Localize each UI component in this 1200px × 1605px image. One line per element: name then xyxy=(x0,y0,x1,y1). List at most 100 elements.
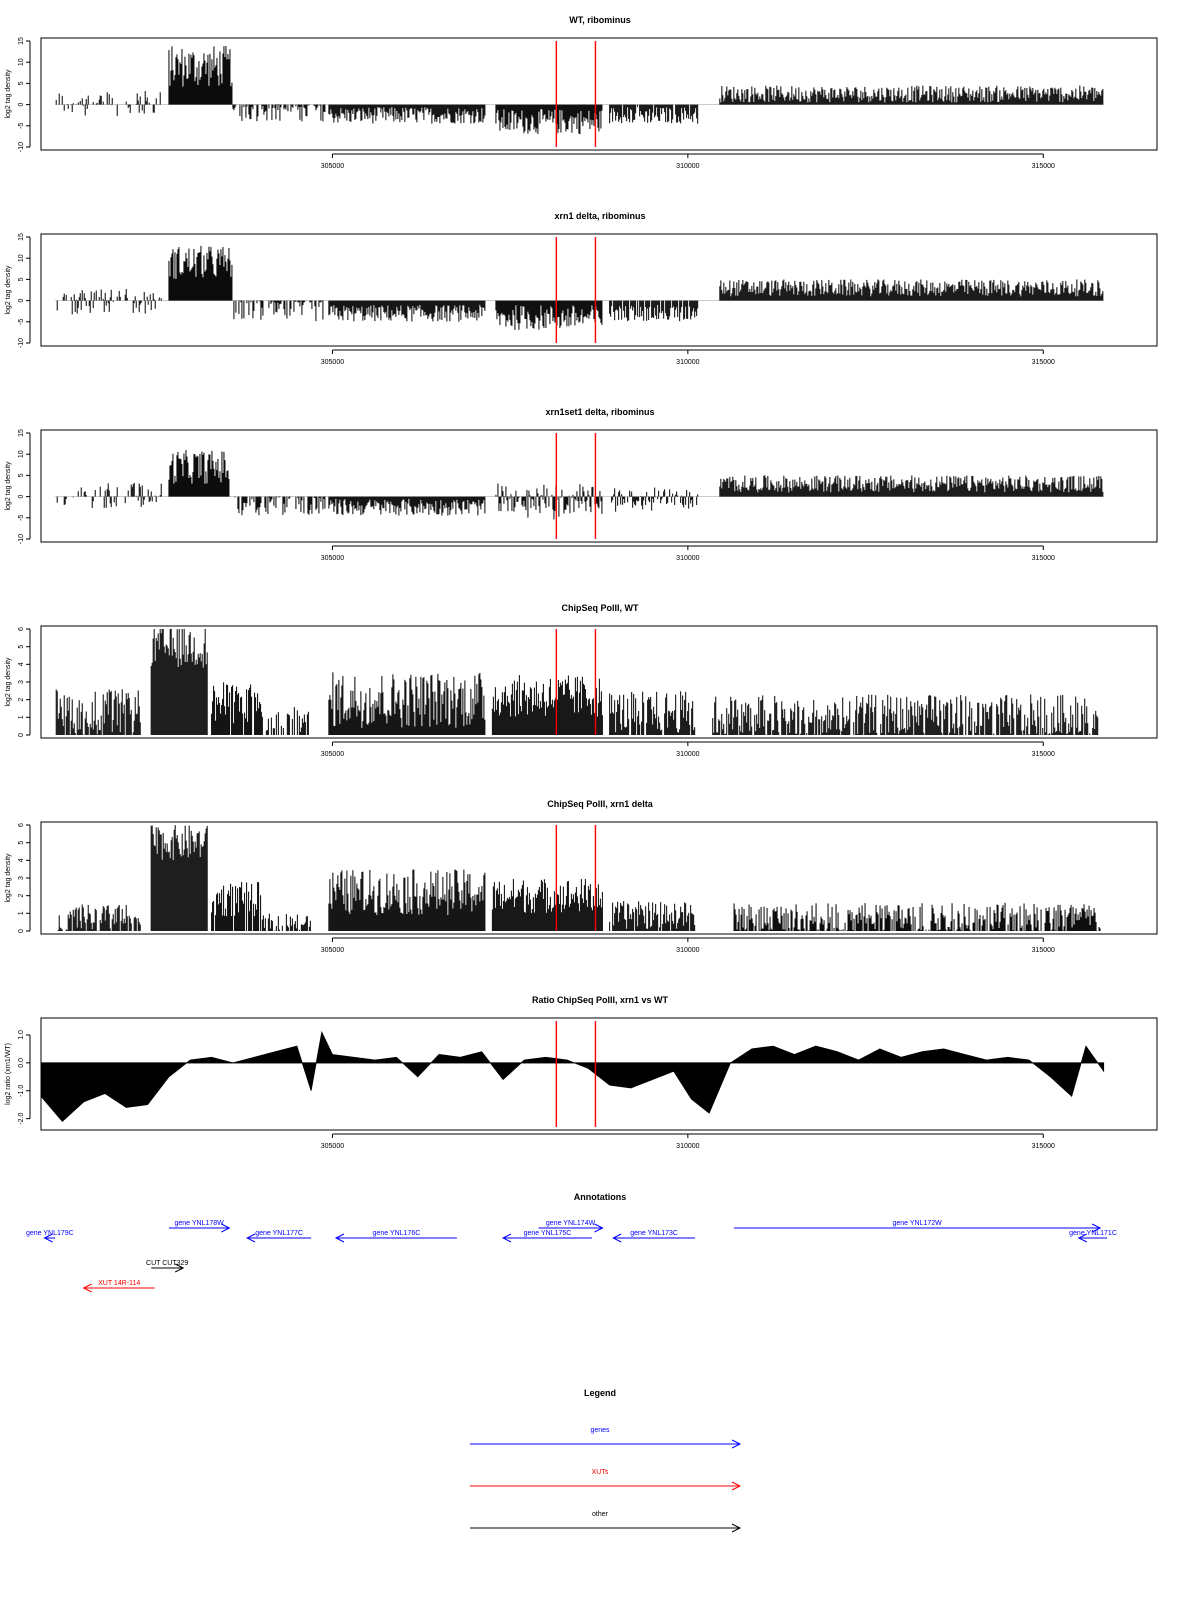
chart-panel-5: ChipSeq PolII, xrn1 delta 0 1 2 3 4 5 6 log2 tag… xyxy=(5,799,1158,954)
plot-frame xyxy=(40,233,1158,347)
chart-title: xrn1set1 delta, ribominus xyxy=(545,407,654,417)
y-tick-label: 5 xyxy=(18,841,25,845)
x-tick-label: 305000 xyxy=(321,555,344,562)
annotation-feature: gene YNL171C xyxy=(1069,1230,1117,1243)
y-tick-label: 15 xyxy=(18,429,25,437)
y-tick-label: 0 xyxy=(18,299,25,303)
y-tick-label: 1.0 xyxy=(18,1030,25,1040)
y-tick-label: -2.0 xyxy=(18,1112,25,1124)
x-tick-label: 315000 xyxy=(1032,947,1055,954)
annotation-feature: gene YNL177C xyxy=(246,1230,312,1243)
y-tick-label: -10 xyxy=(18,338,25,348)
x-tick-label: 310000 xyxy=(676,1143,699,1150)
x-tick-label: 315000 xyxy=(1032,1143,1055,1150)
y-tick-label: 1 xyxy=(18,715,25,719)
plot-frame xyxy=(40,821,1158,935)
y-tick-label: 0 xyxy=(18,103,25,107)
feature-label: gene YNL172W xyxy=(892,1220,942,1227)
y-tick-label: 15 xyxy=(18,37,25,45)
y-axis: 0 1 2 3 4 5 6 log2 tag density xyxy=(5,627,31,737)
feature-label: gene YNL179C xyxy=(26,1230,74,1237)
y-axis: -10 -5 0 5 10 15 log2 tag density xyxy=(5,37,31,152)
feature-label: gene YNL177C xyxy=(255,1230,303,1237)
chart-title: Ratio ChipSeq PolII, xrn1 vs WT xyxy=(532,995,669,1005)
feature-label: gene YNL178W xyxy=(175,1220,225,1227)
ratio-area-series xyxy=(40,1030,1105,1122)
legend-item: other xyxy=(470,1511,742,1533)
feature-arrowhead xyxy=(501,1233,512,1243)
feature-label: CUT CUT329 xyxy=(146,1260,188,1267)
y-axis-label: log2 tag density xyxy=(5,657,12,707)
legend-item-label: other xyxy=(592,1511,609,1518)
legend-item-label: genes xyxy=(590,1427,610,1434)
y-axis: 0 1 2 3 4 5 6 log2 tag density xyxy=(5,823,31,933)
bar-series xyxy=(55,629,1099,735)
feature-arrowhead xyxy=(1091,1223,1102,1233)
legend-item: XUTs xyxy=(470,1469,742,1491)
y-tick-label: 1 xyxy=(18,911,25,915)
x-tick-label: 305000 xyxy=(321,359,344,366)
feature-arrowhead xyxy=(594,1223,604,1233)
legend-arrowhead xyxy=(731,1481,742,1491)
annotation-feature: XUT 14R-114 xyxy=(82,1280,155,1293)
y-tick-label: 6 xyxy=(18,627,25,631)
y-tick-label: 6 xyxy=(18,823,25,827)
x-tick-label: 305000 xyxy=(321,947,344,954)
legend-item: genes xyxy=(470,1427,742,1449)
annotation-feature: gene YNL173C xyxy=(612,1230,695,1243)
y-axis: -2.0 -1.0 0.0 1.0 log2 ratio (xrn1/WT) xyxy=(5,1030,31,1125)
x-tick-label: 310000 xyxy=(676,163,699,170)
x-tick-label: 310000 xyxy=(676,947,699,954)
feature-arrowhead xyxy=(174,1263,185,1273)
x-tick-label: 305000 xyxy=(321,751,344,758)
annotation-feature: gene YNL179C xyxy=(26,1230,74,1243)
x-tick-label: 315000 xyxy=(1032,555,1055,562)
y-tick-label: -10 xyxy=(18,142,25,152)
plot-frame xyxy=(40,625,1158,739)
y-tick-label: -1.0 xyxy=(18,1085,25,1097)
y-axis: -10 -5 0 5 10 15 log2 tag density xyxy=(5,429,31,544)
x-tick-label: 310000 xyxy=(676,359,699,366)
feature-label: XUT 14R-114 xyxy=(98,1280,140,1287)
y-tick-label: -10 xyxy=(18,534,25,544)
y-tick-label: -5 xyxy=(18,123,25,129)
x-axis: 305000 310000 315000 xyxy=(321,349,1055,366)
y-tick-label: -5 xyxy=(18,515,25,521)
feature-label: gene YNL176C xyxy=(373,1230,421,1237)
y-tick-label: 0.0 xyxy=(18,1058,25,1068)
x-axis: 305000 310000 315000 xyxy=(321,153,1055,170)
y-axis-label: log2 tag density xyxy=(5,853,12,903)
chart-panel-1: WT, ribominus -10 -5 0 5 10 15 log2 tag density… xyxy=(5,15,1158,170)
chart-panel-3: xrn1set1 delta, ribominus -10 -5 0 5 10 15 log2… xyxy=(5,407,1158,562)
y-axis-label: log2 tag density xyxy=(5,69,12,119)
feature-arrowhead xyxy=(334,1233,345,1243)
bar-series xyxy=(55,449,1104,520)
annotation-feature: CUT CUT329 xyxy=(146,1260,188,1273)
x-tick-label: 315000 xyxy=(1032,751,1055,758)
x-tick-label: 310000 xyxy=(676,555,699,562)
feature-label: gene YNL171C xyxy=(1069,1230,1117,1237)
annotation-feature: gene YNL172W xyxy=(734,1220,1102,1233)
feature-arrowhead xyxy=(82,1283,92,1293)
plot-frame xyxy=(40,429,1158,543)
feature-arrowhead xyxy=(221,1223,231,1233)
y-axis: -10 -5 0 5 10 15 log2 tag density xyxy=(5,233,31,348)
chart-panel-2: xrn1 delta, ribominus -10 -5 0 5 10 15 log2 tag… xyxy=(5,211,1158,366)
x-axis: 305000 310000 315000 xyxy=(321,1133,1055,1150)
annotations-title: Annotations xyxy=(574,1192,627,1202)
x-axis: 305000 310000 315000 xyxy=(321,545,1055,562)
annotation-feature: gene YNL175C xyxy=(501,1230,592,1243)
legend-title: Legend xyxy=(584,1388,616,1398)
annotations-track: Annotations gene YNL179C gene YNL178W gene … xyxy=(26,1192,1117,1293)
chart-title: xrn1 delta, ribominus xyxy=(554,211,645,221)
y-tick-label: 5 xyxy=(18,81,25,85)
feature-arrowhead xyxy=(1077,1233,1088,1243)
y-tick-label: 0 xyxy=(18,929,25,933)
chart-title: WT, ribominus xyxy=(569,15,631,25)
y-axis-label: log2 tag density xyxy=(5,461,12,511)
y-tick-label: 3 xyxy=(18,680,25,684)
legend-arrowhead xyxy=(731,1439,742,1449)
plot-frame xyxy=(40,37,1158,151)
